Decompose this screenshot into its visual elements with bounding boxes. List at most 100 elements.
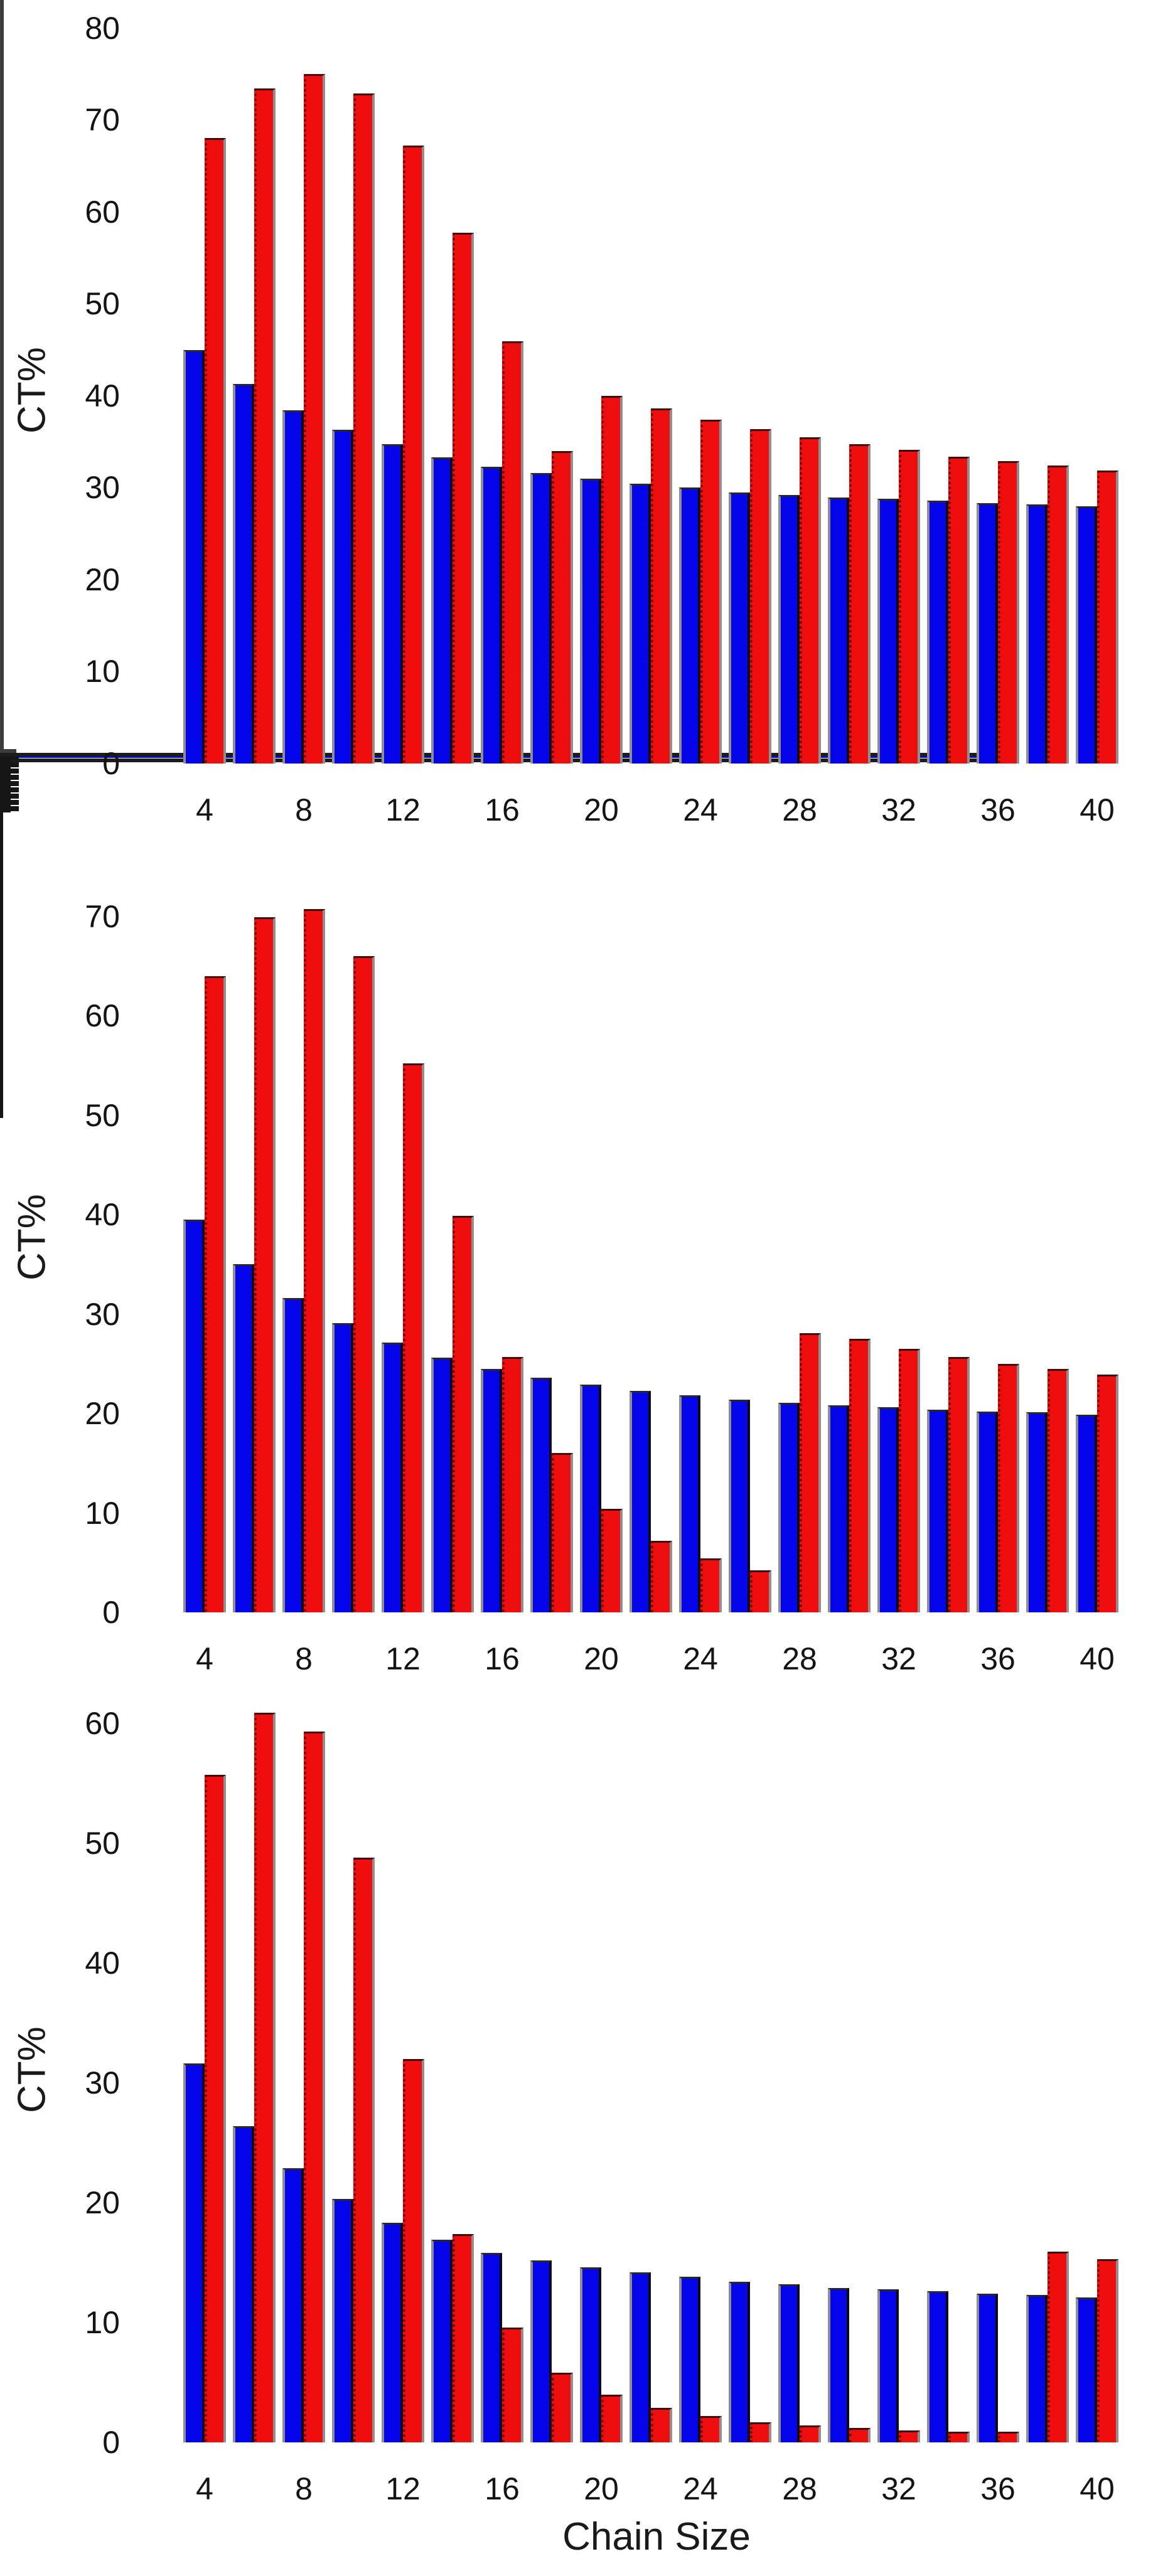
bar-red-32: [899, 450, 920, 764]
bar-blue-38: [1026, 504, 1048, 764]
x-tick: [0, 1092, 3, 1103]
bar-red-20: [601, 2395, 623, 2442]
x-tick: [0, 1033, 3, 1044]
bar-red-22: [651, 408, 672, 764]
x-tick-label: 32: [881, 1641, 916, 1676]
y-tick-label: 60: [85, 1706, 120, 1741]
x-tick: [0, 797, 3, 808]
x-tick: [0, 897, 3, 915]
y-tick: [0, 763, 19, 766]
x-tick: [0, 1014, 3, 1033]
y-tick: [0, 806, 19, 809]
x-tick-label: 40: [1080, 792, 1115, 828]
bar-blue-30: [828, 2288, 849, 2442]
y-tick: [0, 788, 19, 791]
y-tick: [0, 779, 11, 782]
bar-red-16: [502, 1357, 523, 1612]
bar-blue-12: [382, 2223, 403, 2442]
y-tick-label: 60: [85, 194, 120, 230]
bar-blue-24: [679, 2277, 700, 2442]
bar-red-12: [403, 2059, 424, 2442]
x-tick: [0, 1107, 3, 1118]
bar-blue-20: [580, 1385, 601, 1612]
x-tick: [0, 856, 3, 867]
x-tick-label: 32: [881, 2471, 916, 2506]
bar-blue-34: [927, 501, 948, 764]
y-tick-label: 80: [85, 10, 120, 46]
x-tick-label: 36: [980, 792, 1016, 828]
bar-blue-22: [630, 2272, 651, 2442]
bar-blue-26: [729, 1400, 750, 1612]
y-tick: [0, 772, 11, 775]
x-tick-label: 8: [295, 792, 313, 828]
bar-blue-22: [630, 1391, 651, 1612]
bar-red-12: [403, 146, 424, 764]
y-axis: [0, 0, 4, 749]
bar-blue-4: [183, 350, 205, 764]
x-tick-label: 8: [295, 2471, 313, 2506]
bar-red-20: [601, 396, 623, 764]
x-tick-label: 4: [196, 1641, 213, 1676]
bar-red-32: [899, 1349, 920, 1612]
bar-red-26: [750, 2422, 771, 2442]
bar-blue-28: [778, 2284, 800, 2442]
x-tick: [0, 915, 3, 926]
bar-red-40: [1097, 2259, 1118, 2442]
bar-blue-36: [977, 1412, 998, 1612]
y-tick-label: 0: [102, 746, 120, 781]
y-tick-label: 20: [85, 1396, 120, 1431]
bar-red-18: [552, 2373, 573, 2442]
bar-red-30: [849, 444, 871, 764]
bar-red-28: [800, 437, 821, 764]
bar-blue-36: [977, 503, 998, 764]
bar-red-14: [453, 233, 474, 764]
x-tick: [0, 926, 3, 945]
bar-red-30: [849, 1339, 871, 1612]
bar-blue-18: [530, 2260, 552, 2442]
x-tick-label: 28: [782, 792, 817, 828]
x-tick-label: 36: [980, 2471, 1016, 2506]
x-tick: [0, 827, 3, 838]
bar-blue-8: [282, 2168, 304, 2442]
y-tick: [0, 791, 11, 794]
x-tick-label: 16: [485, 792, 520, 828]
y-tick-label: 30: [85, 1296, 120, 1332]
x-tick-label: 4: [196, 792, 213, 828]
x-tick-label: 24: [683, 2471, 718, 2506]
y-tick: [0, 803, 11, 806]
y-tick: [0, 760, 11, 763]
bar-red-24: [700, 420, 722, 764]
bar-blue-10: [332, 1323, 353, 1612]
x-tick-label: 40: [1080, 2471, 1115, 2506]
x-tick: [0, 974, 3, 985]
bar-red-24: [700, 1558, 722, 1612]
bar-red-36: [998, 1364, 1019, 1612]
bar-blue-6: [233, 384, 254, 764]
x-tick-label: 8: [295, 1641, 313, 1676]
bar-red-20: [601, 1509, 623, 1612]
bar-blue-34: [927, 2291, 948, 2442]
bar-blue-40: [1076, 2297, 1097, 2442]
x-tick: [0, 1044, 3, 1063]
bar-blue-8: [282, 1298, 304, 1612]
y-tick: [0, 782, 19, 785]
y-tick-label: 20: [85, 562, 120, 597]
y-tick-label: 70: [85, 898, 120, 934]
y-tick: [0, 800, 19, 803]
bar-red-38: [1048, 466, 1069, 764]
bar-blue-30: [828, 498, 849, 764]
bar-blue-40: [1076, 1415, 1097, 1612]
bar-red-8: [304, 909, 325, 1612]
x-tick-label: 20: [584, 2471, 619, 2506]
x-tick-label: 12: [385, 2471, 421, 2506]
bar-blue-28: [778, 495, 800, 764]
y-tick-label: 0: [102, 2425, 120, 2460]
y-tick: [0, 794, 19, 797]
bar-blue-12: [382, 444, 403, 764]
bar-blue-20: [580, 479, 601, 764]
bar-blue-10: [332, 2199, 353, 2442]
bar-red-38: [1048, 1369, 1069, 1612]
bar-blue-6: [233, 2126, 254, 2442]
bar-blue-34: [927, 1410, 948, 1612]
x-tick-label: 36: [980, 1641, 1016, 1676]
